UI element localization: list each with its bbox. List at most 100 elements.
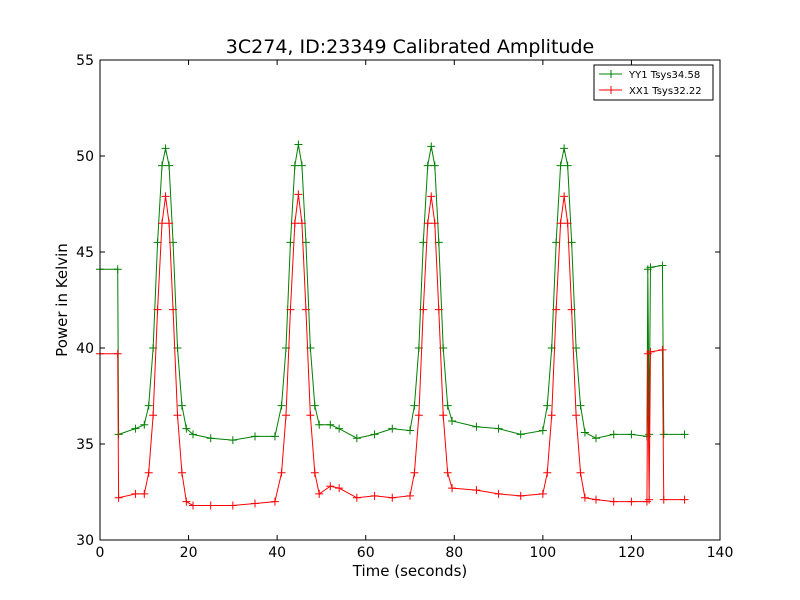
x-tick-label: 40 [268,545,286,561]
data-point [228,501,237,510]
x-tick-label: 140 [707,545,734,561]
x-tick-label: 80 [445,545,463,561]
x-tick-label: 100 [529,545,556,561]
data-point [516,430,525,439]
data-point [645,495,654,504]
data-point [326,482,335,491]
x-axis: 0 20 40 60 80 100 120 140 [96,60,734,561]
data-point [538,426,547,435]
data-point [189,430,197,439]
data-point [297,161,306,170]
data-point [277,401,286,410]
legend-item: YY1 Tsys34.58 [599,70,700,81]
data-point [294,140,303,149]
legend-marker [607,86,615,94]
data-point [560,192,569,201]
data-point [567,305,576,314]
series-1 [96,190,689,510]
data-point [286,305,295,314]
y-axis-label: Power in Kelvin [53,243,71,357]
data-point [144,468,153,477]
series-line [100,144,685,441]
data-point [182,424,191,433]
data-point [294,190,303,199]
data-point [370,491,379,500]
data-point [306,411,315,420]
x-axis-label: Time (seconds) [352,562,468,580]
y-tick-label: 40 [76,341,94,357]
data-point [443,468,452,477]
data-point [658,261,667,270]
data-point [472,422,481,431]
data-point [572,411,581,420]
data-point [516,491,525,500]
data-point [335,484,344,493]
data-point [161,192,170,201]
data-point [576,468,585,477]
data-point [680,495,689,504]
data-point [113,349,122,358]
y-tick-label: 50 [76,149,94,165]
y-tick-label: 30 [76,533,94,549]
data-point [560,144,569,153]
y-axis: 30 35 40 45 50 55 [76,53,720,549]
data-point [251,499,259,508]
data-point [592,434,600,443]
data-point [251,432,259,441]
data-point [228,436,237,445]
data-point [140,420,149,429]
data-point [414,411,423,420]
data-point [290,219,299,228]
data-point [439,411,448,420]
data-point [161,144,170,153]
legend-box [593,64,714,101]
data-point [538,489,547,498]
x-tick-label: 120 [618,545,645,561]
legend-label: YY1 Tsys34.58 [628,70,700,81]
data-point [114,493,123,502]
data-point [627,430,636,439]
data-point [430,219,439,228]
data-point [576,401,585,410]
data-point [153,238,162,247]
data-point [494,424,503,433]
plot-frame [99,59,721,541]
data-point [388,493,397,502]
data-point [388,424,397,433]
y-tick-label: 55 [76,53,94,69]
data-point [609,497,618,506]
data-point [290,161,299,170]
x-tick-label: 20 [180,545,198,561]
data-point [547,411,556,420]
data-point [658,345,667,354]
data-point [627,497,636,506]
legend-marker [607,70,615,78]
data-point [427,142,436,151]
data-point [282,411,290,420]
data-point [158,219,166,228]
data-point [443,401,452,410]
data-point [556,219,565,228]
data-point [177,401,186,410]
data-point [158,161,166,170]
data-point [609,430,618,439]
data-point [131,424,140,433]
data-point [580,493,589,502]
data-point [472,486,481,495]
data-point [646,347,655,356]
data-point [310,468,319,477]
data-point [153,305,162,314]
data-point [423,161,432,170]
legend-label: XX1 Tsys32.22 [629,86,702,97]
series-line [100,194,685,506]
data-point [646,263,655,272]
data-point [430,161,439,170]
data-point [286,238,295,247]
data-point [427,192,436,201]
data-point [659,430,668,439]
data-point [297,219,306,228]
data-point [423,219,432,228]
data-point [169,305,178,314]
data-point [177,468,186,477]
data-point [552,305,561,314]
